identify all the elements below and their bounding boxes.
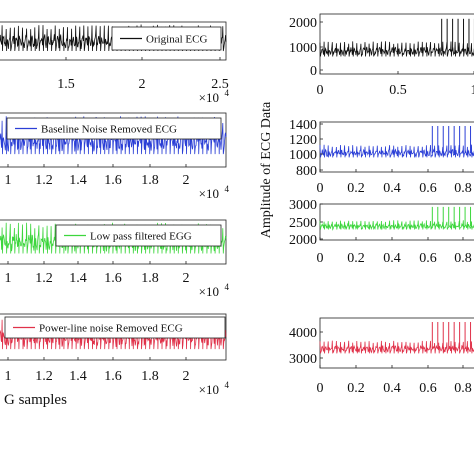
legend-label-2: Low pass filtered EGG (90, 231, 192, 243)
x-tick-label-3-5: 2 (183, 369, 190, 384)
x-tick-label-2-2: 1.4 (69, 271, 87, 286)
x-tick-label-6-3: 0.6 (419, 251, 437, 266)
y-tick-label-7-1: 4000 (289, 326, 317, 341)
x-tick-label-3-4: 1.8 (141, 369, 159, 384)
ecg-trace-5 (319, 144, 474, 159)
x-tick-label-4-2: 1 (471, 83, 474, 98)
x-exponent-power-1: 4 (225, 184, 230, 194)
x-exponent-0: ×10 (199, 90, 219, 105)
x-tick-label-2-3: 1.6 (104, 271, 122, 286)
x-tick-label-0-2: 2.5 (211, 77, 229, 92)
y-tick-label-4-2: 2000 (289, 16, 317, 31)
legend-box-0 (111, 26, 222, 51)
x-tick-label-2-1: 1.2 (35, 271, 53, 286)
x-tick-label-3-0: 1 (5, 369, 12, 384)
x-tick-label-7-2: 0.4 (383, 381, 401, 396)
y-tick-label-5-0: 800 (296, 164, 317, 179)
x-tick-label-3-2: 1.4 (69, 369, 87, 384)
x-tick-label-4-0: 0 (317, 83, 324, 98)
x-tick-label-2-4: 1.8 (141, 271, 159, 286)
ecg-trace-4 (319, 41, 474, 57)
x-tick-label-6-0: 0 (317, 251, 324, 266)
x-exponent-power-0: 4 (225, 88, 230, 98)
y-tick-label-6-1: 2500 (289, 216, 317, 231)
x-exponent-1: ×10 (199, 186, 219, 201)
legend-box-1 (6, 117, 222, 140)
y-tick-label-5-1: 1000 (289, 148, 317, 163)
x-tick-label-1-4: 1.8 (141, 173, 159, 188)
x-tick-label-5-1: 0.2 (347, 181, 365, 196)
x-tick-label-5-0: 0 (317, 181, 324, 196)
x-tick-label-2-0: 1 (5, 271, 12, 286)
x-exponent-power-3: 4 (225, 380, 230, 390)
x-exponent-3: ×10 (199, 382, 219, 397)
plot-frame-4 (319, 13, 474, 75)
legend-box-3 (4, 316, 226, 339)
legend-box-2 (55, 224, 222, 247)
x-tick-label-1-2: 1.4 (69, 173, 87, 188)
x-tick-label-0-1: 2 (139, 77, 146, 92)
x-tick-label-5-4: 0.8 (454, 181, 472, 196)
y-tick-label-7-0: 3000 (289, 352, 317, 367)
x-tick-label-6-1: 0.2 (347, 251, 365, 266)
x-tick-label-1-1: 1.2 (35, 173, 53, 188)
y-tick-label-5-2: 1200 (289, 133, 317, 148)
legend-label-3: Power-line noise Removed ECG (39, 323, 183, 335)
x-tick-label-1-0: 1 (5, 173, 12, 188)
x-axis-label-3: G samples (4, 392, 67, 408)
x-tick-label-7-1: 0.2 (347, 381, 365, 396)
ecg-trace-6 (319, 220, 474, 231)
x-tick-label-1-5: 2 (183, 173, 190, 188)
x-tick-label-7-0: 0 (317, 381, 324, 396)
x-tick-label-3-1: 1.2 (35, 369, 53, 384)
x-tick-label-0-0: 1.5 (57, 77, 75, 92)
x-tick-label-5-3: 0.6 (419, 181, 437, 196)
x-tick-label-3-3: 1.6 (104, 369, 122, 384)
y-tick-label-5-3: 1400 (289, 118, 317, 133)
x-tick-label-4-1: 0.5 (389, 83, 407, 98)
legend-label-1: Baseline Noise Removed ECG (41, 124, 177, 136)
x-tick-label-6-4: 0.8 (454, 251, 472, 266)
x-exponent-power-2: 4 (225, 282, 230, 292)
ecg-trace-7 (319, 340, 474, 354)
legend-label-0: Original ECG (146, 34, 207, 46)
y-tick-label-6-2: 3000 (289, 198, 317, 213)
x-tick-label-5-2: 0.4 (383, 181, 401, 196)
x-exponent-2: ×10 (199, 284, 219, 299)
y-axis-label-5: Amplitude of ECG Data (259, 101, 274, 238)
x-tick-label-7-3: 0.6 (419, 381, 437, 396)
y-tick-label-4-0: 0 (310, 64, 317, 79)
y-tick-label-4-1: 1000 (289, 41, 317, 56)
x-tick-label-1-3: 1.6 (104, 173, 122, 188)
y-tick-label-6-0: 2000 (289, 233, 317, 248)
x-tick-label-6-2: 0.4 (383, 251, 401, 266)
x-tick-label-2-5: 2 (183, 271, 190, 286)
x-tick-label-7-4: 0.8 (454, 381, 472, 396)
